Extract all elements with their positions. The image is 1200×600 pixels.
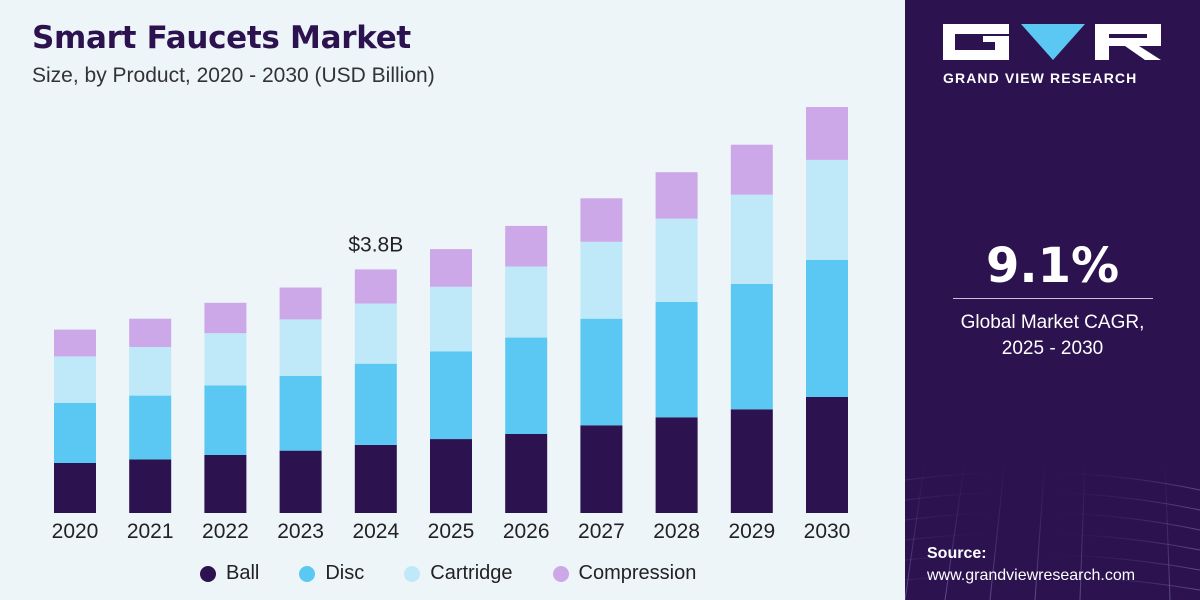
cagr-value: 9.1% — [985, 238, 1120, 294]
bar-compression-2020 — [54, 329, 96, 357]
bar-ball-2020 — [54, 463, 96, 513]
bar-ball-2030 — [806, 397, 848, 513]
bar-disc-2024 — [354, 363, 397, 445]
legend-item-disc: Disc — [299, 562, 364, 585]
legend-swatch — [552, 565, 569, 582]
legend-label: Compression — [578, 562, 697, 584]
source-link[interactable]: www.grandviewresearch.com — [927, 567, 1136, 584]
x-tick-label: 2029 — [728, 520, 775, 543]
bar-disc-2026 — [505, 337, 548, 434]
cagr-label-line2: 2025 - 2030 — [1001, 338, 1104, 359]
bar-compression-2029 — [730, 144, 773, 195]
legend-label: Cartridge — [430, 562, 513, 584]
chart-title: Smart Faucets Market — [32, 20, 411, 56]
bar-cartridge-2023 — [279, 319, 322, 376]
bar-compression-2026 — [505, 225, 548, 267]
bar-ball-2024 — [354, 444, 397, 513]
x-tick-label: 2021 — [127, 520, 174, 543]
bar-cartridge-2025 — [430, 286, 472, 352]
legend-swatch — [404, 565, 421, 582]
bar-ball-2023 — [279, 450, 322, 513]
x-tick-label: 2027 — [578, 520, 625, 543]
bar-disc-2029 — [730, 283, 773, 410]
legend-item-ball: Ball — [200, 562, 259, 585]
cagr-label: Global Market CAGR, 2025 - 2030 — [905, 310, 1200, 362]
legend-item-compression: Compression — [552, 562, 697, 585]
bar-compression-2028 — [655, 172, 698, 219]
data-label-annotation: $3.8B — [348, 233, 403, 256]
bar-cartridge-2021 — [129, 347, 172, 396]
x-tick-label: 2030 — [804, 520, 851, 543]
legend-swatch — [200, 565, 216, 582]
bar-disc-2020 — [54, 402, 96, 463]
bar-cartridge-2022 — [204, 333, 247, 386]
legend-label: Disc — [325, 562, 365, 584]
brand-name: GRAND VIEW RESEARCH — [943, 70, 1138, 86]
x-tick-label: 2026 — [503, 520, 550, 543]
bar-cartridge-2027 — [580, 241, 623, 319]
x-tick-label: 2024 — [352, 520, 399, 543]
bar-ball-2025 — [430, 439, 472, 514]
bar-cartridge-2030 — [806, 159, 848, 260]
bar-cartridge-2029 — [730, 194, 773, 284]
bar-disc-2021 — [129, 395, 172, 460]
grid-background-decoration — [905, 459, 1200, 600]
x-tick-label: 2023 — [277, 520, 324, 543]
bar-compression-2021 — [129, 318, 172, 347]
bar-ball-2027 — [580, 425, 623, 513]
bar-compression-2024 — [354, 269, 397, 304]
bar-cartridge-2028 — [655, 218, 698, 302]
chart-panel: Smart Faucets Market Size, by Product, 2… — [32, 20, 851, 585]
x-axis-ticks: 2020 2021 2022 2023 2024 2025 2026 2027 2028 2029… — [52, 520, 851, 543]
x-tick-label: 2020 — [52, 520, 99, 543]
bar-ball-2021 — [129, 459, 172, 513]
bar-ball-2026 — [505, 434, 548, 513]
legend-swatch — [299, 565, 316, 582]
bar-compression-2027 — [580, 198, 623, 242]
legend-label: Ball — [226, 562, 260, 584]
legend: Ball Disc Cartridge Compression — [200, 562, 696, 585]
info-panel: GRAND VIEW RESEARCH 9.1% Global Market C… — [905, 0, 1200, 600]
bar-compression-2025 — [430, 249, 472, 287]
cagr-divider — [953, 298, 1153, 299]
x-tick-label: 2022 — [202, 520, 249, 543]
cagr-label-line1: Global Market CAGR, — [960, 312, 1145, 333]
bar-ball-2028 — [655, 417, 698, 513]
x-tick-label: 2025 — [428, 520, 475, 543]
bar-cartridge-2024 — [354, 303, 397, 364]
legend-item-cartridge: Cartridge — [404, 562, 513, 585]
chart-subtitle: Size, by Product, 2020 - 2030 (USD Billi… — [32, 64, 435, 87]
bar-disc-2022 — [204, 385, 247, 455]
bar-compression-2023 — [279, 287, 322, 320]
bar-disc-2023 — [279, 376, 322, 451]
bar-ball-2022 — [204, 455, 247, 513]
bar-disc-2028 — [655, 302, 698, 418]
source-label: Source: — [927, 545, 987, 562]
bar-ball-2029 — [730, 409, 773, 513]
bar-group — [54, 107, 848, 514]
bar-disc-2030 — [806, 260, 848, 397]
x-tick-label: 2028 — [653, 520, 700, 543]
stacked-bar-chart: 2020 2021 2022 2023 2024 2025 2026 2027 2028 2029… — [52, 107, 851, 543]
bar-cartridge-2026 — [505, 266, 548, 338]
bar-disc-2027 — [580, 318, 623, 426]
bar-disc-2025 — [430, 351, 472, 439]
bar-compression-2030 — [806, 107, 848, 160]
brand-logo — [943, 24, 1161, 60]
bar-compression-2022 — [204, 302, 247, 334]
annotations: $3.8B — [348, 233, 403, 256]
bar-cartridge-2020 — [54, 356, 96, 403]
